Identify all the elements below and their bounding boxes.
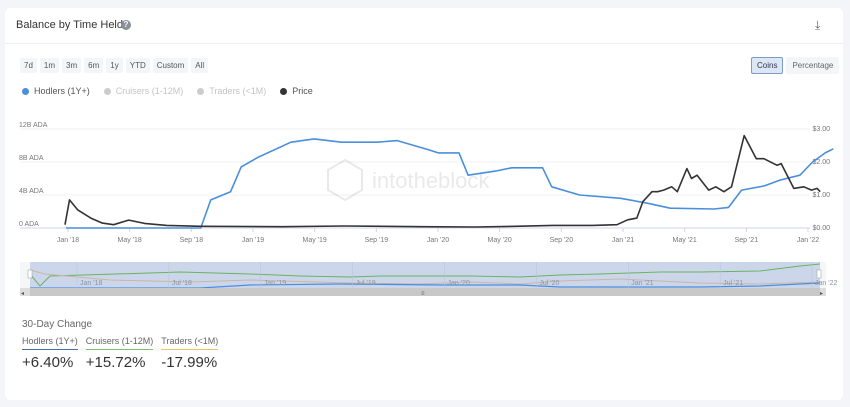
balance-card [5,8,843,400]
divider [5,43,843,44]
navigator-handle-left[interactable] [27,269,33,279]
y-right-tick-label: $1.00 [812,192,830,199]
range-all[interactable]: All [191,58,209,73]
x-tick-label: May '21 [673,237,697,244]
x-tick-label: Jan '21 [612,237,634,244]
change-title: 30-Day Change [22,319,93,330]
y-left-tick-label: 0 ADA [19,221,39,228]
change-traders: Traders (<1M) -17.99% [161,336,219,371]
legend-price[interactable]: Price [280,86,313,96]
watermark: intotheblock [327,158,490,202]
legend-dot [197,87,205,95]
navigator-labels: Jan '18 Jul '18 Jan '19 Jul '19 Jan '20 Jul '… [76,262,837,288]
time-range-buttons: 7d 1m 3m 6m 1y YTD Custom All [20,58,209,73]
change-hodlers: Hodlers (1Y+) +6.40% [22,336,78,371]
series-line-hodlers-1y-[interactable] [66,138,834,229]
x-tick-label: Jan '19 [242,237,264,244]
x-tick-label: May '20 [488,237,512,244]
navigator-label: Jul '21 [723,280,743,287]
watermark-text: intotheblock [372,168,490,193]
legend-traders[interactable]: Traders (<1M) [197,86,266,96]
x-tick-label: Sep '21 [735,237,759,244]
y-right-tick-label: $2.00 [812,159,830,166]
legend-label: Price [292,86,313,96]
range-6m[interactable]: 6m [84,58,104,73]
range-7d[interactable]: 7d [20,58,37,73]
y-right-tick-label: $3.00 [812,126,830,133]
navigator-traders-line [29,269,821,285]
scrollbar-thumb[interactable] [30,288,820,296]
change-cruisers: Cruisers (1-12M) +15.72% [85,336,154,371]
y-axis-right: $0.00 $1.00 $2.00 $3.00 [812,126,830,232]
legend-label: Cruisers (1-12M) [115,86,184,96]
range-ytd[interactable]: YTD [125,58,150,73]
y-right-tick-label: $0.00 [812,225,830,232]
navigator-label: Jan '20 [448,280,470,287]
legend: Hodlers (1Y+) Cruisers (1-12M) Traders (… [22,86,313,96]
navigator-handle-right[interactable] [816,269,822,279]
x-tick-label: Jan '18 [57,237,79,244]
x-tick-label: Sep '20 [550,237,574,244]
range-3m[interactable]: 3m [62,58,82,73]
navigator-label: Jan '21 [631,280,653,287]
range-1y[interactable]: 1y [106,58,123,73]
series-line-price[interactable] [64,134,821,228]
mode-toggle: Coins Percentage [751,57,840,74]
navigator[interactable]: Jan '18 Jul '18 Jan '19 Jul '19 Jan '20 Jul '… [20,262,837,297]
x-tick-label: Sep '18 [180,237,204,244]
y-left-tick-label: 8B ADA [19,155,44,162]
change-value: +15.72% [85,354,146,371]
scroll-right-icon[interactable]: ▸ [820,291,823,297]
change-label: Hodlers (1Y+) [22,336,78,350]
navigator-label: Jan '19 [264,280,286,287]
x-tick-label: Jan '20 [427,237,449,244]
mode-coins[interactable]: Coins [751,57,784,74]
legend-dot [22,87,29,95]
legend-dot [103,87,111,95]
x-tick-label: May '18 [118,237,142,244]
mode-percentage[interactable]: Percentage [786,57,840,74]
download-icon[interactable]: ⤓ [815,18,821,32]
legend-label: Hodlers (1Y+) [34,86,90,96]
navigator-label: Jul '18 [172,280,192,287]
change-value: +6.40% [22,354,74,371]
navigator-hodlers-line [30,282,821,289]
navigator-label: Jan '22 [815,280,837,287]
y-left-tick-label: 4B ADA [19,188,44,195]
y-left-tick-label: 12B ADA [19,122,48,129]
navigator-label: Jul '20 [539,280,559,287]
card-title: Balance by Time Held [16,19,123,31]
range-1m[interactable]: 1m [39,58,60,73]
thirty-day-change: 30-Day Change Hodlers (1Y+) +6.40% Cruis… [22,319,219,371]
navigator-label: Jan '18 [80,280,102,287]
x-tick-label: Jan '22 [797,237,819,244]
legend-label: Traders (<1M) [209,86,267,96]
question-circle-icon[interactable]: ? [121,20,131,30]
change-label: Cruisers (1-12M) [85,336,154,350]
x-tick-label: May '19 [303,237,327,244]
x-axis: Jan '18 May '18 Sep '18 Jan '19 May '19 Sep '… [57,228,819,244]
navigator-label: Jul '19 [356,280,376,287]
legend-cruisers[interactable]: Cruisers (1-12M) [103,86,184,96]
navigator-cruisers-line [29,263,821,287]
change-value: -17.99% [161,354,218,371]
series-lines [64,134,834,229]
change-label: Traders (<1M) [161,336,219,350]
y-axis-left: 0 ADA 4B ADA 8B ADA 12B ADA [19,122,48,228]
x-tick-label: Sep '19 [365,237,389,244]
range-custom[interactable]: Custom [152,58,189,73]
grip-icon[interactable]: ≡ [421,291,425,297]
legend-hodlers[interactable]: Hodlers (1Y+) [22,86,90,96]
legend-dot [280,87,288,95]
scroll-left-icon[interactable]: ◂ [21,291,24,297]
